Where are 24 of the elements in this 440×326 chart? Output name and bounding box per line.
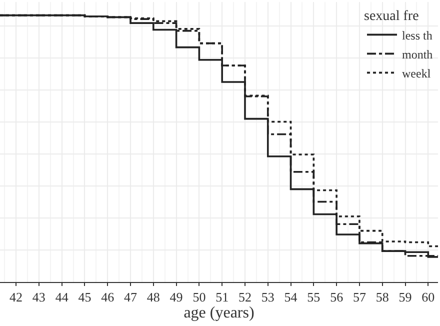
x-tick-label: 43 [32, 290, 46, 305]
x-tick-label: 60 [422, 290, 435, 305]
x-tick-label: 44 [55, 290, 69, 305]
x-tick-label: 56 [330, 290, 344, 305]
x-tick-label: 51 [216, 290, 229, 305]
x-tick-label: 57 [352, 290, 366, 305]
x-tick-label: 54 [284, 290, 298, 305]
legend-label: month [402, 47, 433, 62]
x-tick-label: 50 [192, 290, 206, 305]
x-tick-label: 48 [146, 290, 160, 305]
x-tick-label: 42 [10, 290, 23, 305]
x-tick-label: 58 [376, 290, 389, 305]
x-axis-title: age (years) [184, 304, 254, 322]
legend-title: sexual fre [364, 9, 419, 24]
x-tick-label: 55 [307, 290, 320, 305]
legend-label: weekl [402, 66, 432, 80]
x-tick-label: 46 [101, 290, 115, 305]
legend-label: less th [402, 28, 432, 42]
x-tick-label: 59 [398, 290, 412, 305]
x-tick-label: 53 [261, 290, 274, 305]
x-tick-label: 47 [124, 290, 138, 305]
x-tick-label: 45 [78, 290, 92, 305]
x-tick-label: 52 [238, 290, 252, 305]
x-tick-label: 49 [170, 290, 183, 305]
